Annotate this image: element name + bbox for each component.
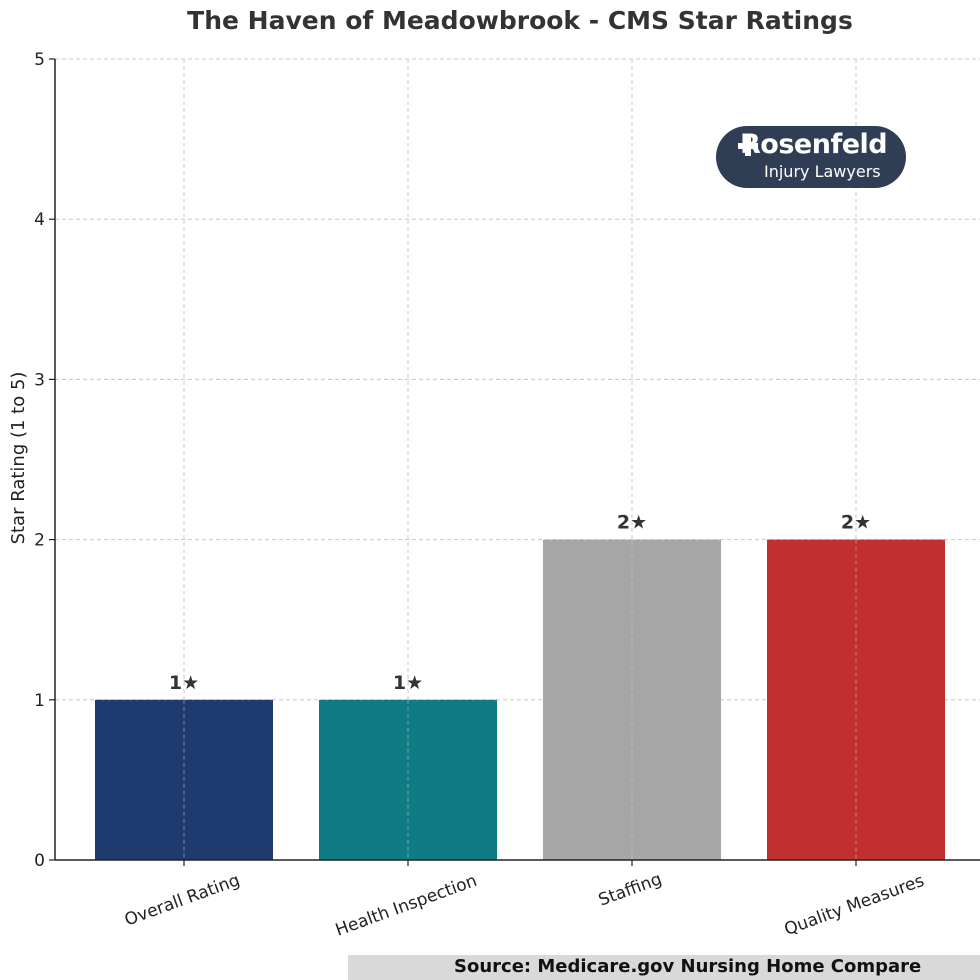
chart-title: The Haven of Meadowbrook - CMS Star Rati… — [187, 6, 853, 35]
y-tick-label: 0 — [34, 851, 45, 871]
bars — [95, 539, 945, 860]
y-tick-label: 4 — [34, 210, 45, 230]
bar-quality-measures — [767, 539, 945, 860]
plus-cross-icon — [738, 136, 758, 156]
y-axis-label: Star Rating (1 to 5) — [8, 372, 29, 545]
rosenfeld-logo: Rosenfeld Injury Lawyers — [716, 126, 906, 188]
logo-tagline: Injury Lawyers — [764, 162, 881, 181]
logo-name: Rosenfeld — [740, 129, 888, 160]
data-label: 1★ — [169, 672, 199, 694]
bar-staffing — [543, 539, 721, 860]
data-label: 2★ — [841, 512, 871, 534]
y-tick-label: 2 — [34, 531, 45, 551]
x-tick-label: Health Inspection — [333, 871, 480, 941]
x-tick-label: Staffing — [596, 869, 665, 910]
x-tick-label: Overall Rating — [122, 870, 243, 930]
y-tick-label: 5 — [34, 50, 45, 70]
data-label: 2★ — [617, 512, 647, 534]
y-tick-label: 3 — [34, 370, 45, 390]
source-note-text: Source: Medicare.gov Nursing Home Compar… — [454, 956, 922, 977]
x-tick-label: Quality Measures — [782, 871, 927, 940]
source-note: Source: Medicare.gov Nursing Home Compar… — [348, 955, 980, 980]
y-tick-label: 1 — [34, 691, 45, 711]
axes — [49, 58, 980, 866]
data-label: 1★ — [393, 672, 423, 694]
